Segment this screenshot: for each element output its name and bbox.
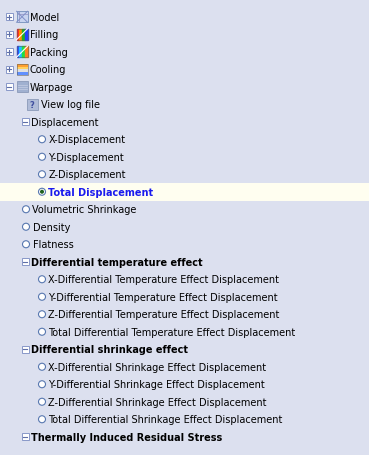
- Text: ?: ?: [30, 101, 34, 110]
- Circle shape: [38, 154, 45, 161]
- Circle shape: [38, 381, 45, 388]
- Text: Y-Displacement: Y-Displacement: [48, 152, 124, 162]
- Text: Volumetric Shrinkage: Volumetric Shrinkage: [32, 205, 137, 215]
- Text: Warpage: Warpage: [30, 82, 73, 92]
- Text: View log file: View log file: [41, 100, 100, 110]
- Bar: [6, 84, 13, 91]
- Bar: [17, 30, 28, 40]
- Bar: [17, 65, 28, 67]
- Circle shape: [38, 399, 45, 405]
- Circle shape: [38, 329, 45, 335]
- Bar: [6, 32, 13, 39]
- Text: Z-Differential Temperature Effect Displacement: Z-Differential Temperature Effect Displa…: [48, 309, 280, 319]
- Text: Density: Density: [32, 222, 70, 232]
- Bar: [17, 82, 28, 93]
- Bar: [21, 433, 28, 440]
- Text: Differential shrinkage effect: Differential shrinkage effect: [31, 344, 188, 354]
- Polygon shape: [19, 30, 22, 40]
- Circle shape: [23, 206, 30, 213]
- Text: Flatness: Flatness: [32, 240, 73, 250]
- Text: X-Differential Temperature Effect Displacement: X-Differential Temperature Effect Displa…: [48, 275, 279, 285]
- Bar: [6, 14, 13, 21]
- Text: Total Displacement: Total Displacement: [48, 187, 154, 197]
- Bar: [0, 184, 369, 201]
- Text: Z-Differential Shrinkage Effect Displacement: Z-Differential Shrinkage Effect Displace…: [48, 397, 267, 407]
- Polygon shape: [17, 47, 19, 58]
- Circle shape: [38, 189, 45, 196]
- Text: Displacement: Displacement: [31, 117, 99, 127]
- Text: Filling: Filling: [30, 30, 58, 40]
- Circle shape: [23, 241, 30, 248]
- Circle shape: [23, 224, 30, 231]
- Polygon shape: [17, 30, 19, 40]
- Text: Model: Model: [30, 13, 59, 23]
- Circle shape: [38, 136, 45, 143]
- Bar: [17, 47, 28, 58]
- Text: Y-Differential Temperature Effect Displacement: Y-Differential Temperature Effect Displa…: [48, 292, 278, 302]
- Bar: [21, 259, 28, 266]
- Text: Z-Displacement: Z-Displacement: [48, 170, 126, 180]
- Bar: [17, 73, 28, 76]
- Polygon shape: [25, 30, 28, 40]
- Bar: [27, 100, 38, 111]
- Circle shape: [40, 190, 44, 194]
- Text: X-Displacement: X-Displacement: [48, 135, 125, 145]
- Text: Total Differential Shrinkage Effect Displacement: Total Differential Shrinkage Effect Disp…: [48, 415, 283, 425]
- Circle shape: [38, 276, 45, 283]
- Bar: [17, 65, 28, 76]
- Polygon shape: [22, 30, 25, 40]
- Polygon shape: [25, 47, 28, 58]
- Bar: [17, 67, 28, 70]
- Text: Thermally Induced Residual Stress: Thermally Induced Residual Stress: [31, 432, 222, 442]
- Circle shape: [38, 293, 45, 301]
- Circle shape: [38, 311, 45, 318]
- Text: X-Differential Shrinkage Effect Displacement: X-Differential Shrinkage Effect Displace…: [48, 362, 267, 372]
- Circle shape: [38, 172, 45, 178]
- Bar: [6, 66, 13, 74]
- Bar: [17, 12, 28, 23]
- Circle shape: [38, 364, 45, 370]
- Circle shape: [38, 416, 45, 423]
- Polygon shape: [19, 47, 22, 58]
- Text: Y-Differential Shrinkage Effect Displacement: Y-Differential Shrinkage Effect Displace…: [48, 379, 265, 389]
- Bar: [21, 346, 28, 353]
- Text: Total Differential Temperature Effect Displacement: Total Differential Temperature Effect Di…: [48, 327, 296, 337]
- Bar: [21, 119, 28, 126]
- Polygon shape: [22, 47, 25, 58]
- Text: Packing: Packing: [30, 48, 68, 58]
- Text: Differential temperature effect: Differential temperature effect: [31, 257, 203, 267]
- Bar: [17, 70, 28, 73]
- Text: Cooling: Cooling: [30, 65, 66, 75]
- Bar: [6, 49, 13, 56]
